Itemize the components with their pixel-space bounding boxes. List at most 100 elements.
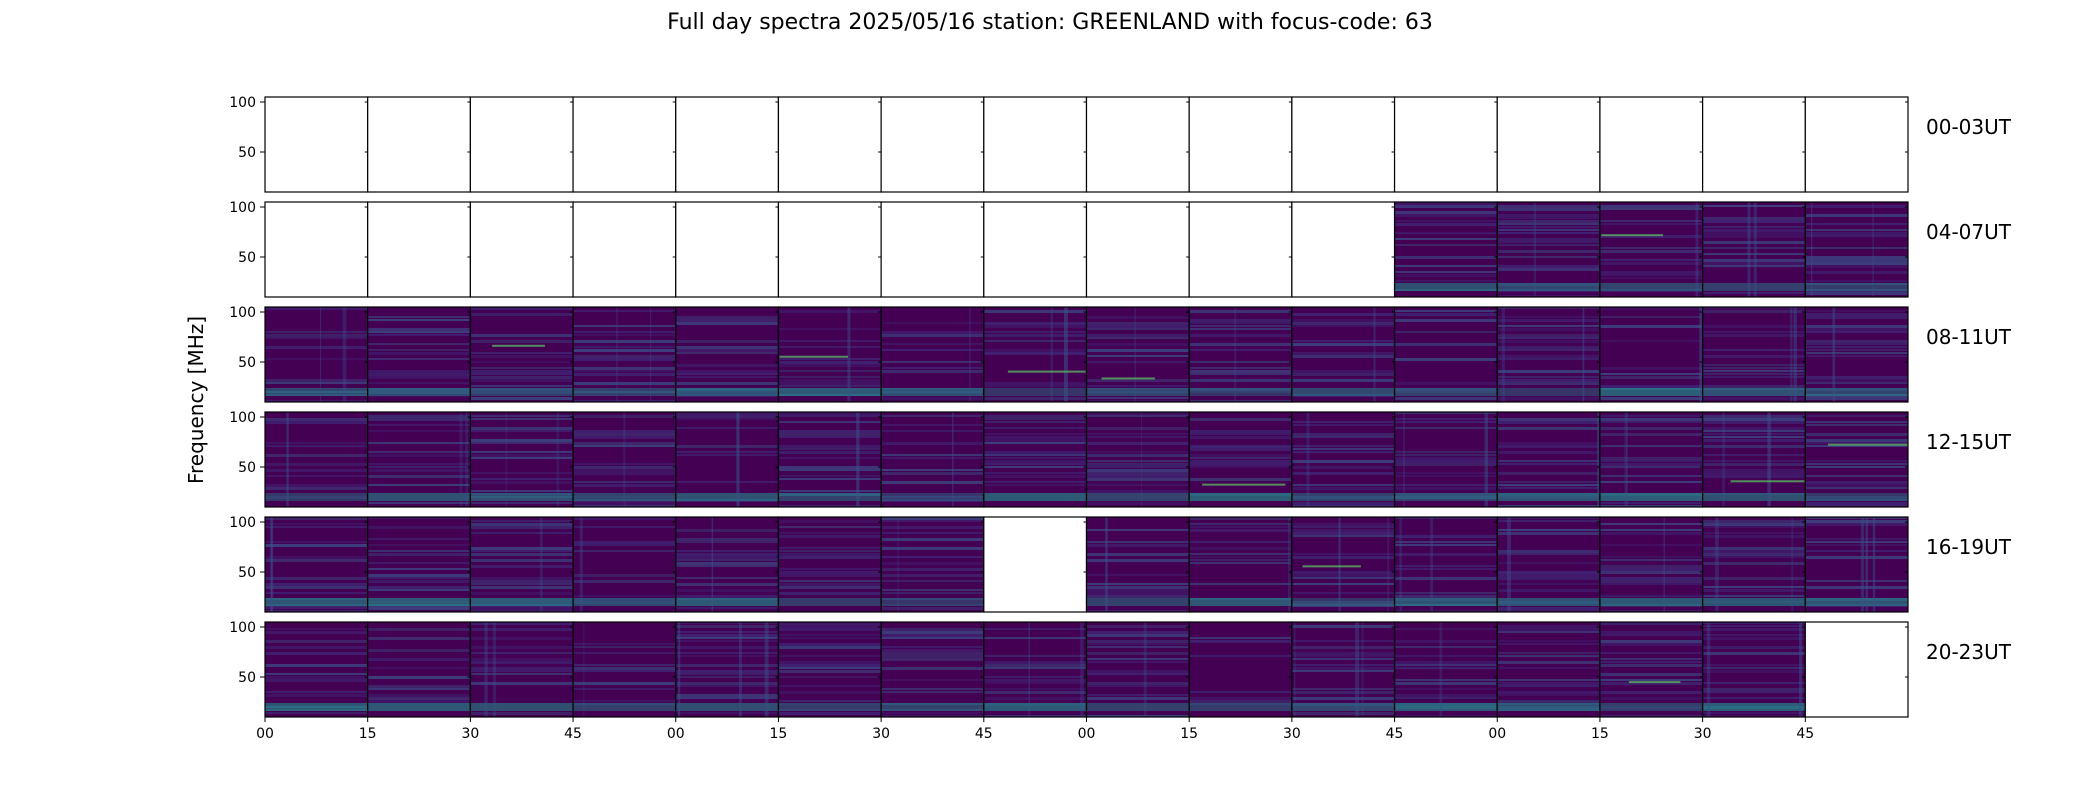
spectrum-texture (470, 622, 574, 717)
spectrum-panel (1702, 306, 1806, 403)
spectrum-panel (675, 411, 780, 508)
spectrum-panel (1599, 306, 1704, 403)
panel-frame (1804, 306, 1909, 403)
spectrum-texture (1702, 622, 1806, 717)
panel-background (1805, 97, 1908, 192)
spectrum-texture (1497, 517, 1600, 612)
spectrum-texture (1291, 622, 1395, 717)
panel-background (573, 517, 676, 612)
x-tick-label: 00 (667, 726, 685, 742)
panel-background (983, 97, 1087, 192)
spectrum-panel (777, 306, 882, 403)
spectrum-panel (1804, 201, 1909, 298)
spectrum-texture (983, 622, 1087, 717)
spectrum-panel (1291, 621, 1396, 718)
spectrum-texture (1702, 517, 1806, 612)
x-tick-label: 30 (1694, 726, 1712, 742)
spectrum-panel (367, 306, 471, 403)
panel-background (778, 622, 882, 717)
spectrum-texture (1702, 307, 1806, 402)
spectrum-panel (1804, 621, 1909, 718)
spectrum-panel (469, 306, 574, 403)
panel-frame (1804, 516, 1909, 613)
spectrum-panel (1804, 96, 1909, 193)
spectrum-texture (1394, 517, 1498, 612)
panel-background (1086, 622, 1190, 717)
spectrum-texture (1497, 412, 1600, 507)
spectrum-panel (1085, 621, 1190, 718)
spectrum-texture (1805, 415, 1908, 507)
spectrum-panel (469, 411, 574, 508)
spectrum-panel (572, 201, 677, 298)
spectrum-texture (1291, 307, 1395, 402)
spectrum-texture (265, 412, 368, 507)
spectrum-texture (1291, 412, 1395, 507)
panel-background (1291, 622, 1395, 717)
panel-background (1291, 307, 1395, 402)
panel-background (1497, 412, 1600, 507)
spectrum-panel (1702, 516, 1806, 613)
panel-background (1805, 202, 1908, 297)
panel-background (1805, 517, 1908, 612)
spectrum-texture (1086, 307, 1190, 402)
spectrum-panel (675, 306, 780, 403)
panel-background (1291, 97, 1395, 192)
spectrum-texture (1394, 202, 1498, 291)
spectrum-texture (265, 628, 368, 714)
panel-background (1599, 622, 1703, 717)
panel-background (881, 517, 984, 612)
panel-background (1497, 517, 1600, 612)
panel-background (881, 202, 984, 297)
spectrum-panel (572, 516, 677, 613)
spectrum-panel (777, 516, 882, 613)
spectrum-texture (265, 307, 368, 402)
spectrum-texture (470, 307, 574, 400)
spectrum-panel (1291, 96, 1396, 193)
spectrum-texture (881, 412, 984, 507)
spectrum-panel (1496, 306, 1601, 403)
spectrum-panel (675, 516, 780, 613)
spectrum-panel (1496, 201, 1601, 298)
spectrum-texture (1086, 412, 1190, 507)
spectrum-panel (1599, 96, 1704, 193)
panel-background (1086, 517, 1190, 612)
spectrum-panel (1085, 96, 1190, 193)
panel-frame (1804, 201, 1909, 298)
row-label: 08-11UT (1926, 325, 2012, 349)
row-label: 04-07UT (1926, 220, 2012, 244)
spectrum-panel (983, 621, 1088, 718)
spectrum-panel (572, 306, 677, 403)
panel-background (881, 412, 984, 507)
panel-background (778, 412, 882, 507)
panel-background (675, 412, 779, 507)
panel-background (573, 202, 676, 297)
row-12-15UT: 50 100 12-15UT (229, 410, 2012, 508)
spectrum-texture (1086, 517, 1190, 612)
spectrum-panel (880, 411, 985, 508)
x-axis: 00 15 30 45 00 15 30 45 00 15 30 45 00 15 30 45 (256, 717, 1814, 742)
panel-background (265, 307, 368, 402)
spectrum-texture (367, 517, 471, 610)
y-tick-label: 50 (238, 460, 256, 476)
panel-background (1702, 97, 1806, 192)
panel-background (778, 517, 882, 612)
spectrum-texture (1805, 307, 1908, 402)
spectrum-panel (983, 411, 1088, 508)
panel-background (1394, 202, 1498, 297)
spectrum-panel (264, 516, 369, 613)
spectrum-texture (1394, 622, 1498, 717)
spectrum-texture (1599, 307, 1703, 402)
panel-background (470, 202, 574, 297)
spectrum-texture (881, 622, 984, 717)
spectrum-panel (1702, 201, 1806, 298)
panel-background (265, 97, 368, 192)
panel-background (778, 307, 882, 402)
row-label: 12-15UT (1926, 430, 2012, 454)
panel-background (367, 97, 471, 192)
spectrum-texture (470, 412, 574, 507)
spectrum-panel (1393, 96, 1498, 193)
spectrum-panel (1599, 411, 1704, 508)
panel-background (1702, 202, 1806, 297)
row-00-03UT: 50 100 00-03UT (229, 95, 2012, 193)
spectrum-panel (1085, 201, 1190, 298)
